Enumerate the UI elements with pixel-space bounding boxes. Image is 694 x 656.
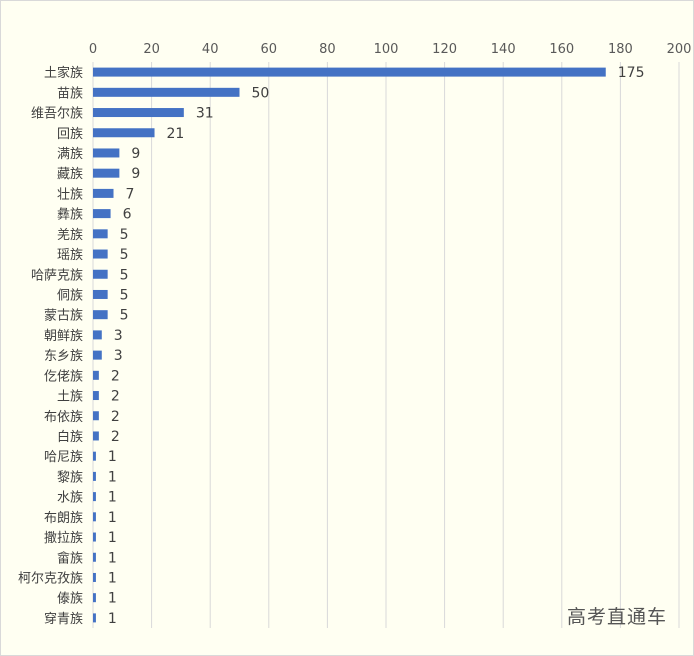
category-label: 土家族 — [44, 65, 83, 81]
data-label: 5 — [120, 227, 129, 243]
data-label: 9 — [131, 146, 140, 162]
category-label: 穿青族 — [44, 611, 83, 627]
category-label: 藏族 — [57, 166, 83, 182]
category-label: 瑶族 — [57, 247, 83, 263]
x-tick-label: 140 — [491, 42, 516, 57]
x-tick-label: 20 — [143, 42, 160, 57]
data-label: 1 — [108, 510, 117, 526]
bar — [93, 370, 99, 380]
category-label: 水族 — [57, 490, 83, 506]
category-label: 黎族 — [57, 469, 83, 485]
bar — [93, 269, 108, 279]
category-label: 羌族 — [57, 227, 83, 243]
category-label: 回族 — [57, 126, 83, 142]
data-label: 2 — [111, 389, 120, 405]
category-label: 彝族 — [57, 207, 83, 223]
category-label: 满族 — [57, 146, 83, 162]
bar — [93, 148, 120, 158]
category-label: 布朗族 — [44, 510, 83, 526]
bar — [93, 229, 108, 239]
bar — [93, 108, 184, 118]
category-label: 柯尔克孜族 — [18, 570, 83, 586]
bar — [93, 492, 96, 502]
data-label: 1 — [108, 591, 117, 607]
bar — [93, 552, 96, 562]
x-tick-label: 160 — [549, 42, 574, 57]
bar — [93, 471, 96, 481]
data-label: 1 — [108, 611, 117, 627]
category-label: 仡佬族 — [44, 368, 83, 384]
category-label: 傣族 — [57, 591, 83, 607]
bar — [93, 67, 606, 77]
x-tick-label: 80 — [319, 42, 336, 57]
bar — [93, 128, 155, 138]
category-label: 哈尼族 — [44, 449, 83, 465]
bar — [93, 391, 99, 401]
data-label: 2 — [111, 429, 120, 445]
category-label: 畲族 — [57, 550, 83, 566]
bar — [93, 350, 102, 360]
x-tick-label: 180 — [608, 42, 633, 57]
bar — [93, 188, 114, 198]
bar — [93, 330, 102, 340]
bar — [93, 411, 99, 421]
category-label: 壮族 — [57, 186, 83, 202]
data-label: 5 — [120, 287, 129, 303]
data-label: 21 — [167, 126, 185, 142]
category-label: 土族 — [57, 389, 83, 405]
category-label: 白族 — [57, 429, 83, 445]
bar — [93, 572, 96, 582]
data-label: 5 — [120, 308, 129, 324]
data-label: 9 — [131, 166, 140, 182]
bar — [93, 209, 111, 219]
category-label: 苗族 — [57, 85, 83, 101]
category-label: 哈萨克族 — [31, 267, 83, 283]
category-label: 撒拉族 — [44, 530, 83, 546]
data-label: 50 — [252, 85, 270, 101]
data-label: 2 — [111, 368, 120, 384]
data-label: 7 — [126, 186, 135, 202]
data-label: 175 — [618, 65, 645, 81]
bar — [93, 532, 96, 542]
bar — [93, 451, 96, 461]
data-label: 5 — [120, 247, 129, 263]
x-tick-label: 100 — [374, 42, 399, 57]
category-label: 蒙古族 — [44, 308, 83, 324]
category-label: 维吾尔族 — [31, 106, 83, 122]
category-label: 朝鲜族 — [44, 328, 83, 344]
bar — [93, 613, 96, 623]
category-label: 布依族 — [44, 409, 83, 425]
bar — [93, 168, 120, 178]
data-label: 1 — [108, 550, 117, 566]
data-label: 1 — [108, 469, 117, 485]
x-tick-label: 40 — [202, 42, 219, 57]
data-label: 5 — [120, 267, 129, 283]
data-label: 1 — [108, 449, 117, 465]
data-label: 1 — [108, 530, 117, 546]
data-label: 31 — [196, 106, 214, 122]
data-label: 6 — [123, 207, 132, 223]
data-label: 3 — [114, 328, 123, 344]
data-label: 2 — [111, 409, 120, 425]
bar — [93, 249, 108, 259]
category-label: 东乡族 — [44, 348, 83, 364]
data-label: 1 — [108, 570, 117, 586]
x-tick-label: 60 — [261, 42, 278, 57]
data-label: 1 — [108, 490, 117, 506]
bar — [93, 431, 99, 441]
bar — [93, 512, 96, 522]
x-tick-label: 0 — [89, 42, 97, 57]
x-tick-label: 200 — [667, 42, 692, 57]
bar — [93, 87, 240, 97]
category-label: 侗族 — [57, 287, 83, 303]
bar — [93, 593, 96, 603]
data-label: 3 — [114, 348, 123, 364]
bar — [93, 310, 108, 320]
x-tick-label: 120 — [432, 42, 457, 57]
bar — [93, 289, 108, 299]
watermark: 高考直通车 — [566, 606, 667, 628]
